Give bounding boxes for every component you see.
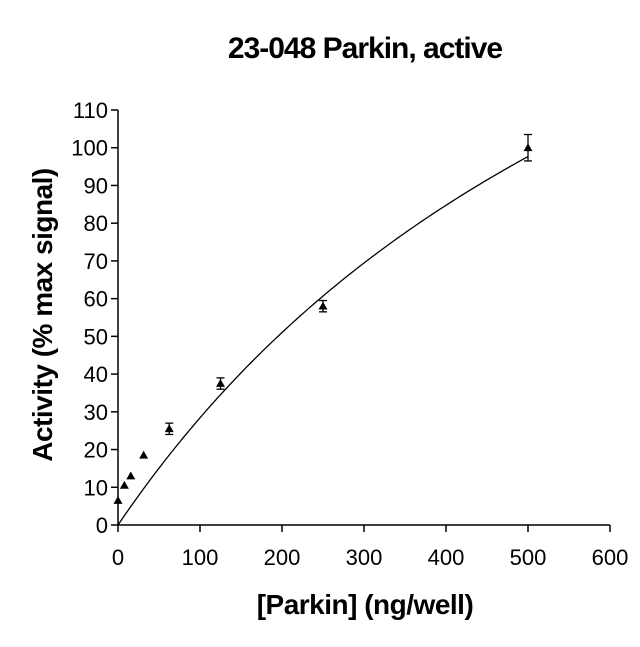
x-tick-label: 0 bbox=[112, 545, 124, 570]
x-axis-label: [Parkin] (ng/well) bbox=[257, 589, 474, 620]
fit-curve bbox=[117, 156, 529, 526]
data-point-triangle bbox=[126, 471, 136, 480]
data-point-triangle bbox=[523, 143, 533, 152]
y-axis-label: Activity (% max signal) bbox=[27, 168, 58, 461]
axes-layer: 0 10 20 30 40 50 60 70 80 90 100 110 0 100 200 300 400 50… bbox=[71, 98, 628, 570]
y-tick-label: 80 bbox=[84, 211, 108, 236]
y-tick-label: 90 bbox=[84, 173, 108, 198]
data-point-triangle bbox=[318, 301, 328, 310]
y-tick-label: 0 bbox=[96, 513, 108, 538]
data-point-triangle bbox=[216, 379, 225, 387]
data-point-triangle bbox=[164, 424, 174, 433]
y-tick-label: 70 bbox=[84, 249, 108, 274]
y-tick-label: 20 bbox=[84, 438, 108, 463]
x-tick-label: 500 bbox=[510, 545, 547, 570]
chart-title: 23-048 Parkin, active bbox=[228, 32, 503, 65]
y-tick-label: 110 bbox=[73, 98, 108, 123]
y-tick-label: 100 bbox=[71, 136, 108, 161]
x-tick-label: 200 bbox=[264, 545, 301, 570]
y-tick-label: 30 bbox=[84, 400, 108, 425]
y-tick-label: 60 bbox=[84, 287, 108, 312]
x-tick-label: 300 bbox=[346, 545, 383, 570]
y-tick-label: 10 bbox=[84, 475, 108, 500]
y-tick-label: 50 bbox=[84, 324, 108, 349]
x-tick-label: 100 bbox=[182, 545, 219, 570]
data-point-triangle bbox=[119, 480, 129, 489]
fit-curve-layer bbox=[117, 156, 529, 526]
y-axis-label-group: Activity (% max signal) bbox=[27, 168, 58, 461]
y-tick-label: 40 bbox=[84, 362, 108, 387]
data-point-triangle bbox=[139, 450, 149, 459]
x-tick-label: 600 bbox=[592, 545, 629, 570]
x-tick-label: 400 bbox=[428, 545, 465, 570]
data-point-triangle bbox=[113, 495, 123, 504]
points-layer bbox=[113, 133, 533, 504]
